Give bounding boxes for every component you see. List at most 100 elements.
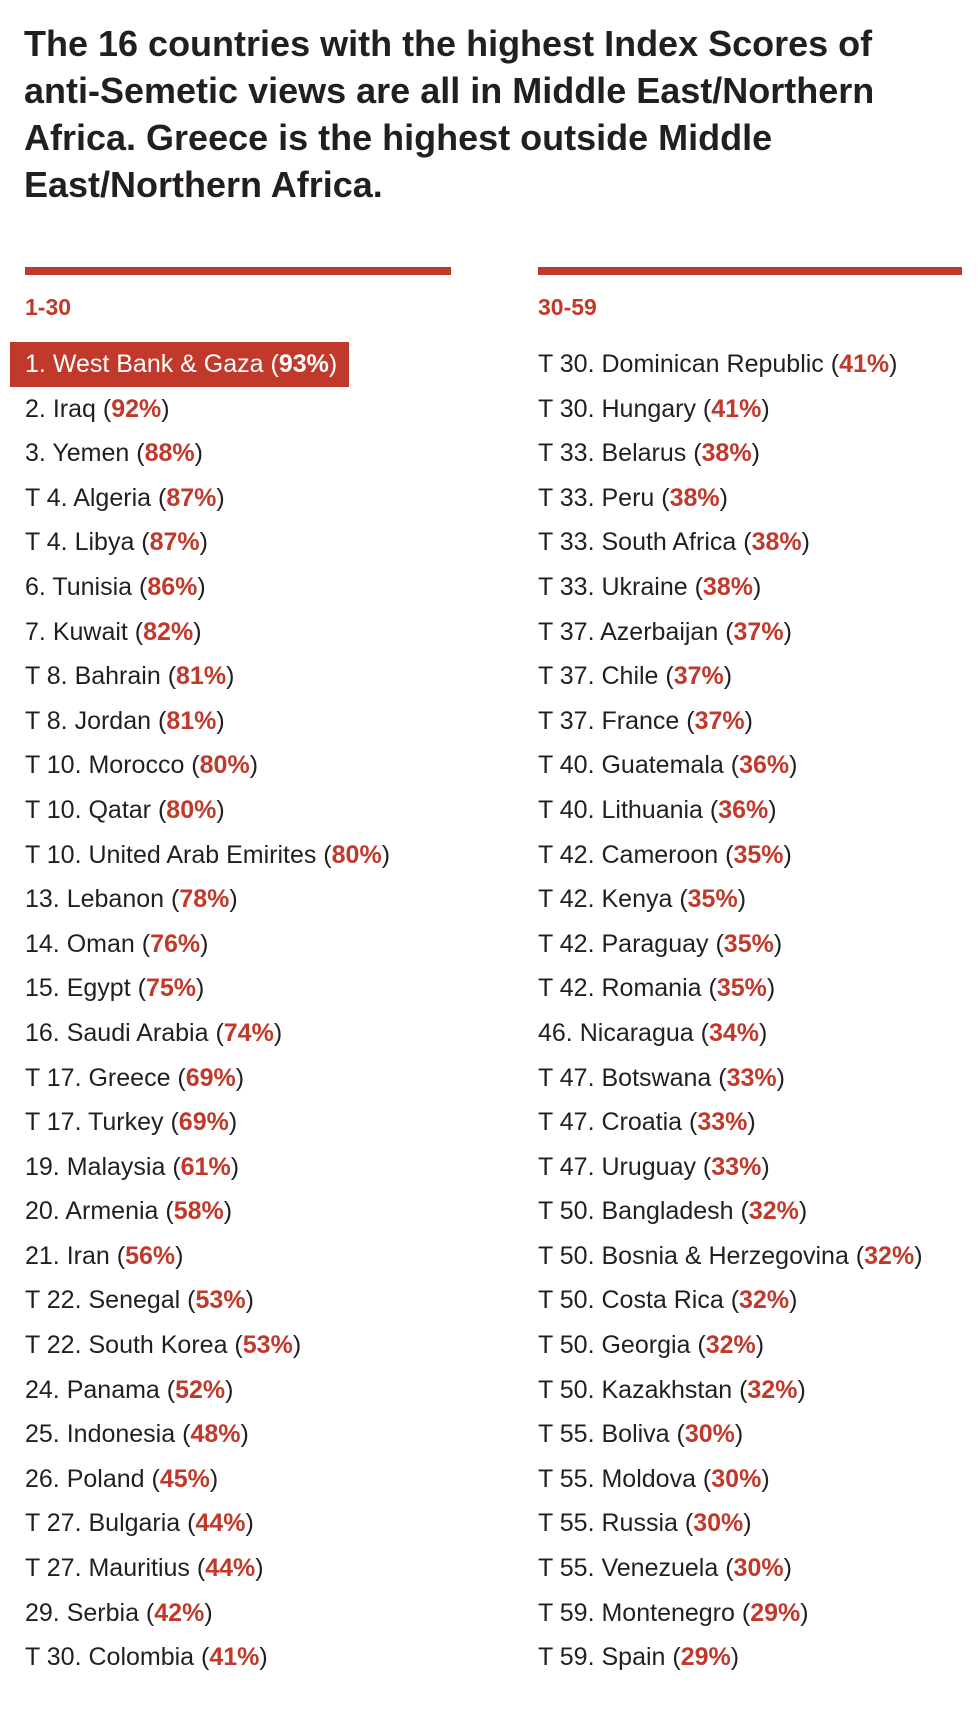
rank-label: T 10. [25, 751, 82, 780]
rank-label: 6. [25, 572, 46, 601]
list-item: T 10. Qatar (80%) [25, 795, 225, 824]
country-name: Ukraine [601, 572, 688, 601]
country-name: Romania [601, 974, 702, 1003]
list-item: 6. Tunisia (86%) [25, 572, 206, 601]
index-score: 30% [711, 1464, 762, 1493]
country-name: Chile [601, 662, 659, 691]
rank-label: T 40. [538, 751, 595, 780]
index-score: 33% [726, 1063, 777, 1092]
index-score: 92% [111, 394, 162, 423]
rank-label: 46. [538, 1018, 573, 1047]
list-item: T 27. Bulgaria (44%) [25, 1509, 254, 1538]
list-item: 14. Oman (76%) [25, 929, 209, 958]
list-item: T 55. Russia (30%) [538, 1509, 752, 1538]
rank-label: T 30. [538, 394, 595, 423]
country-name: Mauritius [88, 1554, 190, 1583]
rank-label: T 27. [25, 1554, 82, 1583]
index-score: 42% [154, 1598, 205, 1627]
list-item: T 10. United Arab Emirites (80%) [25, 840, 391, 869]
rank-label: T 17. [25, 1108, 82, 1137]
rank-label: T 50. [538, 1286, 595, 1315]
list-item: T 42. Paraguay (35%) [538, 929, 783, 958]
country-name: Kuwait [52, 617, 128, 646]
index-score: 41% [839, 350, 890, 378]
index-score: 87% [149, 528, 200, 557]
index-score: 78% [179, 885, 230, 914]
country-name: Kazakhstan [601, 1375, 733, 1404]
index-score: 82% [143, 617, 194, 646]
rank-label: 15. [25, 974, 60, 1003]
rank-label: T 17. [25, 1063, 82, 1092]
ranking-column-1-30: 1-30 1. West Bank & Gaza (93%) 2. Iraq (9… [10, 267, 451, 1671]
rank-label: 14. [25, 929, 60, 958]
index-score: 44% [205, 1554, 256, 1583]
index-score: 45% [159, 1464, 210, 1493]
index-score: 32% [739, 1286, 790, 1315]
country-name: United Arab Emirites [88, 840, 317, 869]
index-score: 80% [331, 840, 382, 869]
country-name: Libya [74, 528, 135, 557]
list-item: 25. Indonesia (48%) [25, 1420, 249, 1449]
country-name: Russia [601, 1509, 678, 1538]
rank-label: 16. [25, 1018, 60, 1047]
index-score: 38% [669, 483, 720, 512]
list-item: T 42. Cameroon (35%) [538, 840, 792, 869]
list-item: T 59. Spain (29%) [538, 1643, 740, 1672]
country-name: Moldova [601, 1464, 696, 1493]
rank-label: T 10. [25, 795, 82, 824]
list-item: T 33. Peru (38%) [538, 483, 728, 512]
country-name: Tunisia [52, 572, 133, 601]
rank-label: T 50. [538, 1241, 595, 1270]
index-score: 35% [733, 840, 784, 869]
list-item: T 37. Azerbaijan (37%) [538, 617, 792, 646]
list-item: T 33. Belarus (38%) [538, 439, 760, 468]
list-item: T 4. Algeria (87%) [25, 483, 225, 512]
rank-label: 26. [25, 1464, 60, 1493]
country-name: Venezuela [601, 1554, 719, 1583]
country-name: Iraq [52, 394, 96, 423]
rank-label: T 55. [538, 1464, 595, 1493]
list-item: T 42. Romania (35%) [538, 974, 776, 1003]
country-name: Georgia [601, 1331, 691, 1360]
rank-label: T 47. [538, 1152, 595, 1181]
list-item: T 55. Boliva (30%) [538, 1420, 744, 1449]
rank-label: 19. [25, 1152, 60, 1181]
list-item: 3. Yemen (88%) [25, 439, 203, 468]
index-score: 38% [751, 528, 802, 557]
list-item: T 30. Hungary (41%) [538, 394, 770, 423]
list-item: T 37. France (37%) [538, 706, 753, 735]
list-item: T 27. Mauritius (44%) [25, 1554, 264, 1583]
country-name: Costa Rica [601, 1286, 724, 1315]
ranking-list: T 30. Dominican Republic (41%) T 30. Hung… [538, 342, 962, 1680]
column-title: 1-30 [25, 294, 72, 320]
index-score: 33% [697, 1108, 748, 1137]
country-name: South Korea [88, 1331, 228, 1360]
country-name: Yemen [52, 439, 130, 468]
country-name: Bulgaria [88, 1509, 181, 1538]
rank-label: T 59. [538, 1643, 595, 1672]
list-item: 19. Malaysia (61%) [25, 1152, 240, 1181]
list-item: T 55. Moldova (30%) [538, 1464, 770, 1493]
list-item: T 40. Lithuania (36%) [538, 795, 777, 824]
index-score: 35% [716, 974, 767, 1003]
rank-label: 25. [25, 1420, 60, 1449]
rank-label: T 50. [538, 1375, 595, 1404]
headline: The 16 countries with the highest Index … [24, 23, 875, 205]
rank-label: T 30. [538, 350, 595, 378]
country-name: Bosnia & Herzegovina [601, 1241, 849, 1270]
list-item: T 47. Botswana (33%) [538, 1063, 785, 1092]
list-item: T 50. Kazakhstan (32%) [538, 1375, 806, 1404]
country-name: Armenia [65, 1197, 159, 1226]
rank-label: T 55. [538, 1509, 595, 1538]
country-name: Spain [601, 1643, 666, 1672]
rank-label: 1. [25, 350, 46, 378]
country-name: Iran [66, 1241, 110, 1270]
index-score: 29% [750, 1598, 801, 1627]
list-item: 7. Kuwait (82%) [25, 617, 202, 646]
index-score: 53% [242, 1331, 293, 1360]
rank-label: T 47. [538, 1108, 595, 1137]
index-score: 41% [209, 1643, 260, 1672]
list-item: T 37. Chile (37%) [538, 662, 733, 691]
list-item: 20. Armenia (58%) [25, 1197, 233, 1226]
index-score: 76% [150, 929, 201, 958]
